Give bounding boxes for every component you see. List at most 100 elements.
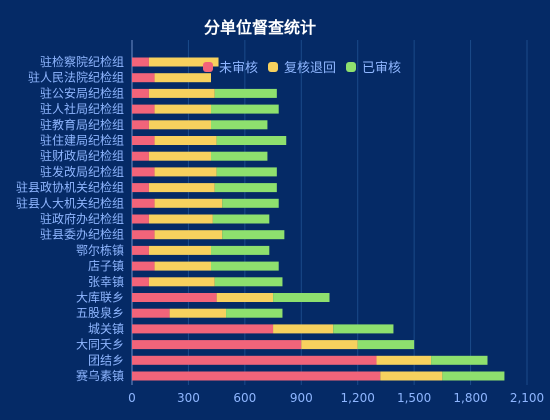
bar-segment-3[interactable] <box>214 277 283 287</box>
legend-swatch <box>203 61 213 72</box>
bar-segment-3[interactable] <box>211 104 279 114</box>
bar-segment-2[interactable] <box>148 88 215 98</box>
category-label: 驻县人大机关纪检组 <box>16 195 124 210</box>
bar-segment-1[interactable] <box>132 261 155 271</box>
category-label: 驻教育局纪检组 <box>40 117 124 132</box>
category-label: 张幸镇 <box>88 275 124 289</box>
category-label: 驻发改局纪检组 <box>40 164 124 179</box>
category-label: 驻县委办纪检组 <box>40 227 124 242</box>
bar-segment-3[interactable] <box>216 167 277 177</box>
category-label: 驻人社局纪检组 <box>40 101 124 116</box>
bar-segment-1[interactable] <box>132 183 149 193</box>
bar-segment-1[interactable] <box>132 371 381 381</box>
bar-segment-2[interactable] <box>148 277 215 287</box>
bar-segment-2[interactable] <box>376 355 432 365</box>
bar-segment-3[interactable] <box>333 324 394 334</box>
bar-segment-1[interactable] <box>132 57 149 67</box>
bar-segment-2[interactable] <box>380 371 443 381</box>
bar-segment-1[interactable] <box>132 308 170 318</box>
legend-label: 复核退回 <box>284 61 337 76</box>
bar-segment-3[interactable] <box>357 340 415 350</box>
x-tick-label: 2,100 <box>510 391 544 405</box>
bar-segment-2[interactable] <box>216 293 274 302</box>
legend-swatch <box>346 61 357 72</box>
bar-segment-1[interactable] <box>132 340 302 350</box>
x-tick-label: 1,200 <box>341 391 375 405</box>
legend-item-3[interactable]: 已审核 <box>346 57 401 76</box>
category-label: 大同夭乡 <box>76 338 124 352</box>
bar-segment-3[interactable] <box>216 136 287 145</box>
bar-segment-1[interactable] <box>132 293 217 302</box>
bar-segment-2[interactable] <box>148 57 219 67</box>
legend-label: 已审核 <box>362 61 402 76</box>
bar-segment-2[interactable] <box>154 104 211 114</box>
bar-segment-1[interactable] <box>132 245 149 255</box>
x-tick-label: 300 <box>177 391 200 405</box>
bar-segment-1[interactable] <box>132 104 155 114</box>
bar-segment-3[interactable] <box>226 308 283 318</box>
category-label: 驻人民法院纪检组 <box>28 70 124 85</box>
bar-segment-2[interactable] <box>148 183 215 193</box>
bar-segment-3[interactable] <box>214 88 277 98</box>
bar-segment-2[interactable] <box>154 230 223 240</box>
bar-segment-2[interactable] <box>154 136 217 145</box>
bar-segment-3[interactable] <box>442 371 505 381</box>
bar-segment-1[interactable] <box>132 324 274 334</box>
category-label: 团结乡 <box>88 353 124 367</box>
bar-segment-1[interactable] <box>132 198 155 208</box>
category-label: 鄂尔栋镇 <box>76 242 124 257</box>
x-tick-label: 900 <box>290 391 313 405</box>
category-label: 驻公安局纪检组 <box>40 85 124 100</box>
bar-segment-3[interactable] <box>211 245 270 255</box>
bar-segment-3[interactable] <box>211 261 279 271</box>
bar-segment-2[interactable] <box>148 151 211 161</box>
bar-segment-1[interactable] <box>132 136 155 145</box>
legend-item-2[interactable]: 复核退回 <box>268 57 336 76</box>
bar-segment-1[interactable] <box>132 88 149 98</box>
bar-segment-1[interactable] <box>132 277 149 287</box>
bar-segment-1[interactable] <box>132 230 155 240</box>
bar-segment-1[interactable] <box>132 355 377 365</box>
category-label: 五股泉乡 <box>76 306 124 320</box>
category-label: 店子镇 <box>88 259 124 273</box>
bar-segment-1[interactable] <box>132 151 149 161</box>
bar-segment-3[interactable] <box>211 151 268 161</box>
bar-segment-2[interactable] <box>148 120 211 130</box>
legend-item-1[interactable]: 未审核 <box>203 57 258 76</box>
bar-segment-2[interactable] <box>273 324 334 334</box>
bar-segment-2[interactable] <box>154 73 211 83</box>
bar-segment-2[interactable] <box>148 214 213 224</box>
category-label: 城关镇 <box>88 322 124 336</box>
bar-segment-1[interactable] <box>132 120 149 130</box>
bar-segment-2[interactable] <box>154 198 223 208</box>
category-label: 大库联乡 <box>76 290 124 305</box>
x-tick-label: 0 <box>128 391 136 405</box>
legend-label: 未审核 <box>219 61 259 76</box>
bar-segment-3[interactable] <box>214 183 277 193</box>
bar-segment-1[interactable] <box>132 167 155 177</box>
category-label: 驻检察院纪检组 <box>40 54 124 69</box>
bar-segment-2[interactable] <box>154 261 211 271</box>
bar-segment-3[interactable] <box>431 355 488 365</box>
category-label: 驻政府办纪检组 <box>40 211 124 226</box>
bar-segment-2[interactable] <box>148 245 211 255</box>
bar-segment-3[interactable] <box>212 214 270 224</box>
bar-segment-1[interactable] <box>132 214 149 224</box>
category-label: 驻财政局纪检组 <box>40 148 124 163</box>
bar-segment-3[interactable] <box>222 198 279 208</box>
legend: 未审核 复核退回 已审核 <box>203 57 401 76</box>
bar-segment-1[interactable] <box>132 73 155 83</box>
category-label: 赛乌素镇 <box>76 368 124 383</box>
bar-segment-2[interactable] <box>301 340 358 350</box>
bar-segment-2[interactable] <box>154 167 217 177</box>
legend-swatch <box>268 61 279 72</box>
bar-segment-2[interactable] <box>169 308 227 318</box>
chart-title: 分单位督查统计 <box>203 18 316 37</box>
bar-segment-3[interactable] <box>273 293 330 302</box>
x-tick-label: 1,800 <box>453 391 487 405</box>
bar-segment-3[interactable] <box>222 230 285 240</box>
bar-segment-3[interactable] <box>211 120 268 130</box>
x-tick-label: 1,500 <box>397 391 431 405</box>
